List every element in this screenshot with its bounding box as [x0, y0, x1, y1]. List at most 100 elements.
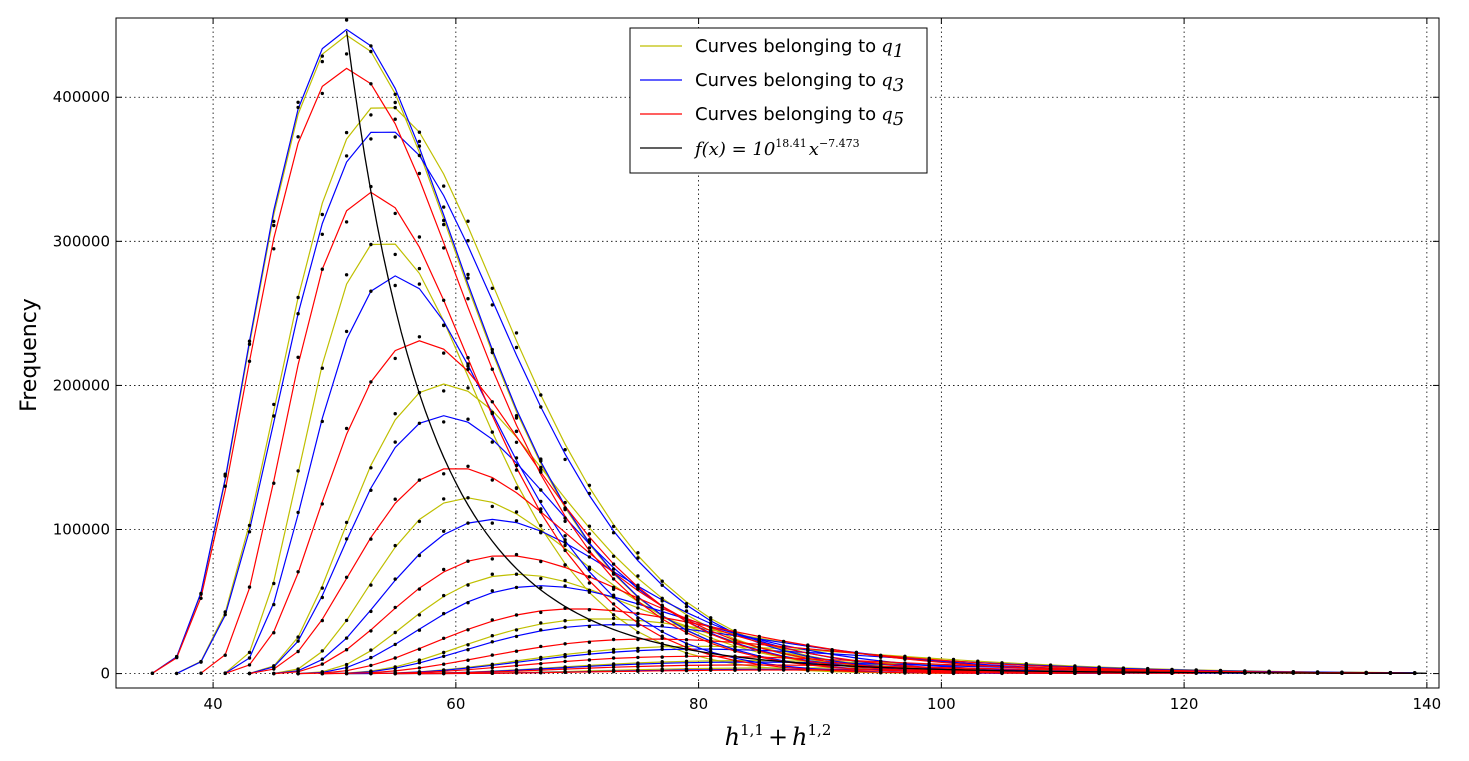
data-point [320, 649, 324, 653]
data-point [879, 664, 883, 669]
data-point [830, 655, 834, 659]
data-point [320, 595, 324, 600]
data-point [733, 628, 737, 633]
data-point [611, 669, 616, 674]
data-point [660, 669, 664, 673]
data-point [296, 639, 300, 643]
data-point [636, 606, 640, 610]
data-point [660, 664, 664, 668]
legend-label-fit-main: f(x) = 10 [693, 139, 775, 160]
data-point [320, 366, 324, 370]
data-point [369, 184, 373, 189]
data-point [587, 575, 592, 579]
data-point [587, 581, 592, 585]
data-point [830, 664, 834, 668]
data-point [344, 666, 349, 670]
data-point [611, 554, 616, 558]
data-point [757, 663, 761, 667]
data-point [296, 635, 300, 639]
data-point [976, 666, 980, 670]
data-point [514, 468, 519, 472]
data-point [539, 657, 543, 661]
data-point [611, 616, 616, 621]
data-point [417, 139, 422, 144]
data-point [1121, 670, 1126, 674]
data-point [903, 668, 907, 673]
data-point [733, 640, 737, 644]
data-point [272, 631, 276, 635]
data-point [514, 519, 519, 523]
data-point [539, 668, 543, 672]
legend-label-q5-sub: 5 [893, 109, 904, 130]
data-point [320, 671, 324, 676]
legend-label-q1-math: q [881, 36, 893, 57]
data-point [223, 671, 227, 676]
data-point [539, 523, 543, 528]
data-point [272, 402, 276, 407]
data-point [611, 656, 616, 660]
data-point [344, 669, 349, 673]
data-point [175, 655, 179, 660]
data-point [563, 642, 567, 646]
legend-label-fit: f(x) = 1018.41 x−7.473 [693, 137, 860, 160]
data-point [369, 488, 373, 492]
data-point [587, 649, 592, 653]
data-point [563, 548, 567, 553]
data-point [660, 604, 664, 608]
y-tick-label: 200000 [53, 376, 110, 394]
data-point [806, 647, 810, 651]
data-point [320, 267, 324, 271]
data-point [296, 570, 300, 574]
data-point [1315, 671, 1320, 675]
data-point [1364, 671, 1368, 675]
data-point [466, 559, 470, 563]
x-tick-label: 80 [689, 695, 708, 713]
data-point [830, 658, 834, 662]
legend-label-fit-sup2: −7.473 [819, 137, 860, 150]
data-point [636, 662, 640, 666]
data-point [1243, 671, 1247, 675]
data-point [466, 643, 470, 647]
data-point [466, 386, 470, 390]
data-point [393, 605, 397, 610]
data-point [563, 584, 567, 588]
data-point [660, 599, 664, 603]
data-point [636, 619, 640, 623]
data-point [976, 669, 980, 673]
data-point [587, 538, 592, 542]
data-point [636, 630, 640, 635]
data-point [296, 469, 300, 473]
legend-label-q3: Curves belonging to q3 [695, 70, 904, 96]
data-point [442, 298, 446, 302]
data-point [733, 649, 737, 653]
data-point [296, 671, 300, 676]
data-point [709, 660, 713, 665]
data-point [539, 662, 543, 666]
data-point [490, 653, 494, 657]
data-point [563, 655, 567, 659]
data-point [611, 587, 616, 591]
data-point [709, 649, 713, 654]
data-point [417, 613, 422, 617]
data-point [344, 426, 349, 431]
data-point [490, 430, 494, 434]
data-point [660, 617, 664, 621]
data-point [757, 640, 761, 644]
data-point [393, 117, 397, 121]
fit-line [345, 30, 1427, 674]
data-point [587, 618, 592, 622]
data-point [1000, 669, 1004, 673]
data-point [490, 440, 494, 444]
data-point [320, 91, 324, 96]
data-point [927, 668, 931, 673]
data-point [466, 464, 470, 468]
data-point [684, 609, 689, 613]
data-point [369, 648, 373, 652]
data-point [903, 661, 907, 665]
data-point [660, 644, 664, 649]
data-point [514, 463, 519, 468]
data-point [684, 663, 689, 668]
data-point [466, 356, 470, 360]
data-point [247, 656, 252, 660]
data-point [709, 625, 713, 629]
